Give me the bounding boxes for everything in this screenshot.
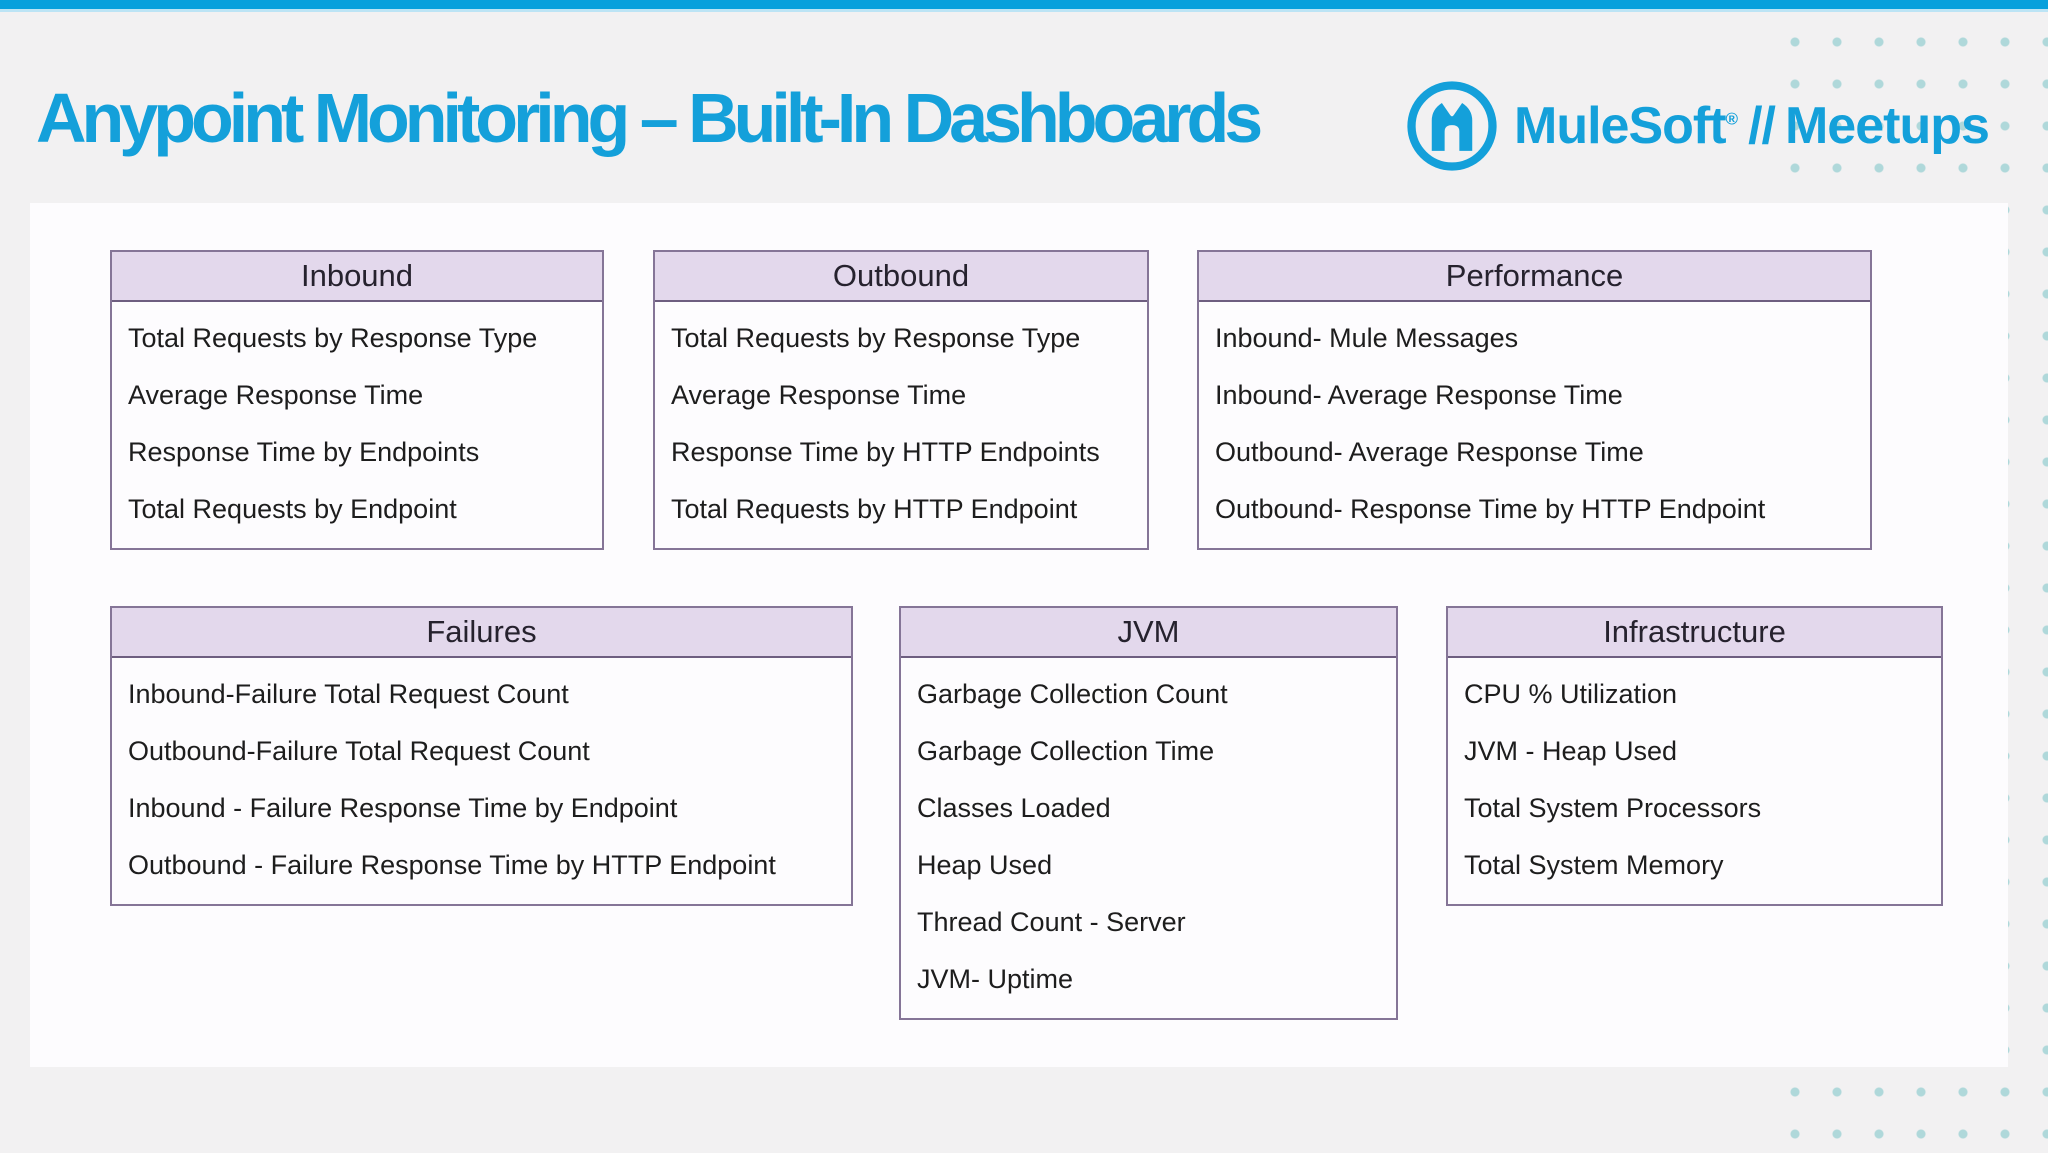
dashboard-item: Average Response Time <box>671 380 967 410</box>
top-accent-bar <box>0 0 2048 12</box>
dashboard-item: Outbound - Failure Response Time by HTTP… <box>128 850 776 880</box>
group-header-outbound: Outbound <box>655 252 1147 302</box>
dashboard-item: Inbound - Failure Response Time by Endpo… <box>128 793 678 823</box>
dashboard-group-failures: Failures Inbound-Failure Total Request C… <box>110 606 853 906</box>
dashboard-item: Total Requests by HTTP Endpoint <box>671 494 1078 524</box>
dashboard-item: Total Requests by Response Type <box>671 323 1081 353</box>
dashboard-item: Total System Processors <box>1464 793 1762 823</box>
dashboard-item: Average Response Time <box>128 380 424 410</box>
mulesoft-m-icon <box>1406 80 1498 172</box>
dashboard-item: Total Requests by Response Type <box>128 323 538 353</box>
group-items-outbound: Total Requests by Response Type Average R… <box>655 302 1147 548</box>
group-header-performance: Performance <box>1199 252 1870 302</box>
group-items-infrastructure: CPU % Utilization JVM - Heap Used Total Sy… <box>1448 658 1941 904</box>
group-header-infrastructure: Infrastructure <box>1448 608 1941 658</box>
dashboard-item: Garbage Collection Time <box>917 736 1215 766</box>
group-header-failures: Failures <box>112 608 851 658</box>
dashboard-item: Outbound-Failure Total Request Count <box>128 736 590 766</box>
dashboard-item: Classes Loaded <box>917 793 1111 823</box>
dashboard-item: Outbound- Response Time by HTTP Endpoint <box>1215 494 1766 524</box>
logo-suffix-text: Meetups <box>1784 97 1990 155</box>
dashboard-item: JVM- Uptime <box>917 964 1074 994</box>
page-title: Anypoint Monitoring – Built-In Dashboard… <box>36 79 1263 157</box>
logo-separator: // <box>1748 97 1776 155</box>
dashboard-item: Total Requests by Endpoint <box>128 494 457 524</box>
dashboard-group-performance: Performance Inbound- Mule Messages Inboun… <box>1197 250 1872 550</box>
dashboard-item: Response Time by HTTP Endpoints <box>671 437 1100 467</box>
logo-registered-mark: ® <box>1725 109 1739 129</box>
dashboard-item: Inbound-Failure Total Request Count <box>128 679 569 709</box>
dashboard-item: CPU % Utilization <box>1464 679 1678 709</box>
dashboard-group-inbound: Inbound Total Requests by Response Type A… <box>110 250 604 550</box>
group-items-failures: Inbound-Failure Total Request Count Outbo… <box>112 658 851 904</box>
dashboard-group-infrastructure: Infrastructure CPU % Utilization JVM - He… <box>1446 606 1943 906</box>
group-header-jvm: JVM <box>901 608 1396 658</box>
dashboard-group-jvm: JVM Garbage Collection Count Garbage Coll… <box>899 606 1398 1020</box>
dashboard-item: Total System Memory <box>1464 850 1724 880</box>
dashboard-item: Response Time by Endpoints <box>128 437 480 467</box>
dashboard-item: Outbound- Average Response Time <box>1215 437 1644 467</box>
dashboard-item: Heap Used <box>917 850 1053 880</box>
dashboard-item: Garbage Collection Count <box>917 679 1228 709</box>
logo-wordmark: MuleSoft® //Meetups <box>1514 96 1990 156</box>
mulesoft-meetups-logo: MuleSoft® //Meetups <box>1406 79 1990 173</box>
dashboard-item: Thread Count - Server <box>917 907 1186 937</box>
dashboard-item: JVM - Heap Used <box>1464 736 1678 766</box>
dashboard-group-outbound: Outbound Total Requests by Response Type… <box>653 250 1149 550</box>
logo-brand-text: MuleSoft <box>1514 97 1727 155</box>
dashboard-item: Inbound- Average Response Time <box>1215 380 1623 410</box>
group-header-inbound: Inbound <box>112 252 602 302</box>
dashboard-item: Inbound- Mule Messages <box>1215 323 1519 353</box>
group-items-jvm: Garbage Collection Count Garbage Collecti… <box>901 658 1396 1018</box>
group-items-inbound: Total Requests by Response Type Average R… <box>112 302 602 548</box>
group-items-performance: Inbound- Mule Messages Inbound- Average R… <box>1199 302 1870 548</box>
